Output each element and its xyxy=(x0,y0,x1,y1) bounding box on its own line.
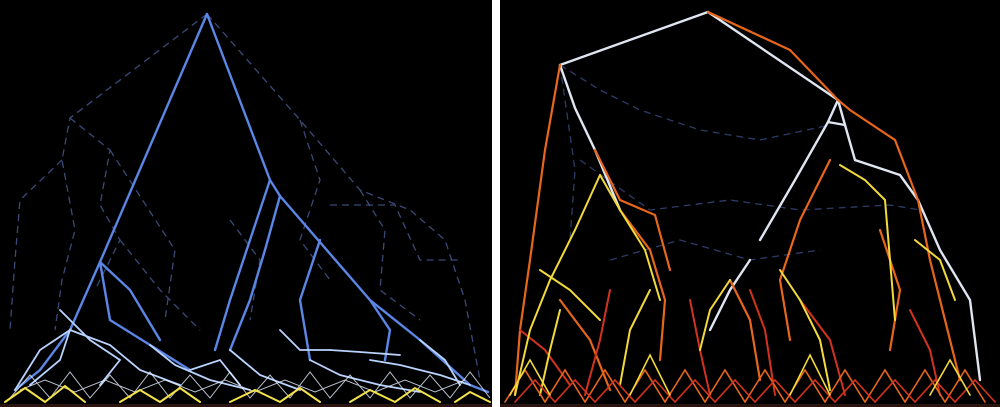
left-structure-panel xyxy=(0,0,492,407)
right-structure-drawing xyxy=(504,10,996,404)
right-ground-line xyxy=(500,404,1000,407)
right-yellow-members xyxy=(514,164,956,396)
right-orange-members xyxy=(513,10,962,397)
left-fine-mesh xyxy=(9,371,491,399)
right-white-members xyxy=(558,10,982,382)
left-ground-line xyxy=(0,404,492,407)
right-structure-panel xyxy=(500,0,1000,407)
left-yellow-ground-members xyxy=(4,384,491,404)
right-ground-lattice xyxy=(504,353,996,404)
left-light-members xyxy=(14,309,471,393)
left-dashed-ghost-lines xyxy=(9,13,481,381)
left-structure-drawing xyxy=(4,12,491,404)
right-red-members xyxy=(519,289,941,396)
